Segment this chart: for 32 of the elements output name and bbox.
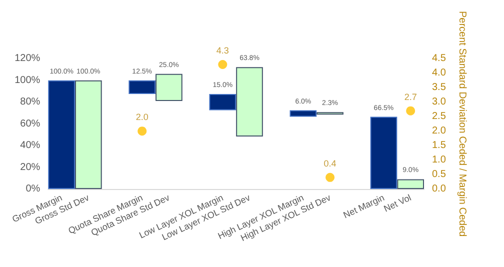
y-tick-label: 80%	[20, 96, 40, 108]
bar	[209, 94, 236, 110]
y2-tick-label: 2.0	[432, 126, 446, 137]
bar	[74, 80, 102, 189]
y2-tick-label: 3.0	[432, 96, 446, 108]
y2-axis-title: Percent Standard Deviation Ceded / Margin Ceded	[456, 10, 468, 237]
data-label: 0.4	[324, 158, 336, 168]
y-tick-label: 20%	[20, 162, 40, 173]
y2-tick-label: 4.5	[432, 53, 446, 64]
bar	[370, 116, 398, 189]
x-tick-label: Net Margin	[342, 192, 386, 220]
bar	[48, 80, 75, 189]
bar	[128, 80, 156, 94]
bar	[290, 110, 317, 117]
y2-tick-label: 2.5	[432, 111, 446, 122]
y2-tick-label: 4.0	[432, 68, 446, 79]
data-label: 2.0	[136, 112, 148, 122]
y2-tick-label: 1.5	[432, 140, 446, 152]
y-tick-label: 40%	[20, 140, 40, 152]
bar	[397, 179, 424, 189]
y-tick-label: 60%	[20, 118, 40, 130]
y-tick-label: 100%	[14, 74, 40, 86]
y2-tick-label: 1.0	[432, 154, 446, 166]
y-tick-label: 120%	[14, 53, 40, 64]
y2-tick-label: 0.5	[432, 169, 446, 180]
y2-tick-label: 3.5	[432, 82, 446, 94]
bar	[236, 67, 263, 136]
y2-tick-label: 0.0	[432, 184, 446, 194]
y-tick-label: 0%	[26, 184, 40, 194]
bar	[156, 74, 182, 102]
data-label: 2.7	[404, 92, 417, 102]
data-label: 4.3	[216, 45, 229, 56]
